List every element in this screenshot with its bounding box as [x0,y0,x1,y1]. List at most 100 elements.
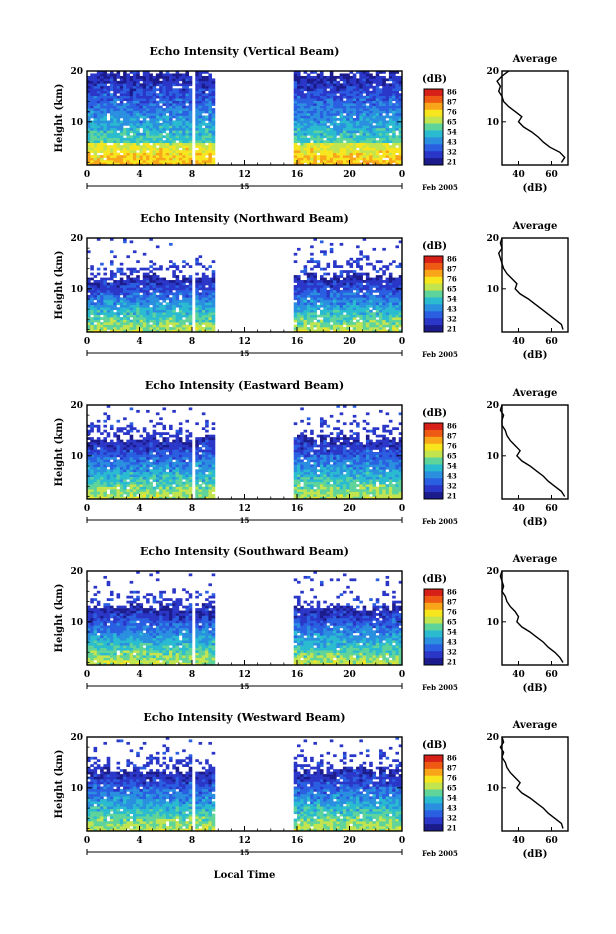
heatmap-cell [202,273,206,276]
heatmap-cell [356,310,360,313]
heatmap-cell [208,138,212,141]
heatmap-cell [97,459,101,462]
heatmap-cell [90,302,94,305]
heatmap-cell [199,103,203,106]
heatmap-cell [143,300,147,303]
heatmap-cell [100,106,104,109]
heatmap-cell [133,300,137,303]
heatmap-cell [123,427,127,430]
heatmap-cell [343,315,347,318]
heatmap-cell [304,265,308,268]
heatmap-cell [304,295,308,298]
heatmap-cell [120,305,124,308]
heatmap-cell [185,302,189,305]
heatmap-cell [149,101,153,104]
heatmap-cell [310,297,314,300]
heatmap-cell [199,153,203,156]
heatmap-cell [300,98,304,101]
heatmap-cell [94,116,98,119]
heatmap-cell [133,116,137,119]
heatmap-cell [136,292,140,295]
heatmap-cell [307,130,311,133]
heatmap-cell [392,73,396,76]
heatmap-cell [97,106,101,109]
heatmap-cell [149,150,153,153]
heatmap-cell [195,73,199,76]
heatmap-cell [330,325,334,328]
heatmap-cell [330,310,334,313]
heatmap-cell [333,101,337,104]
heatmap-cell [310,283,314,286]
heatmap-cell [156,295,160,298]
heatmap-cell [376,93,380,96]
heatmap-cell [110,425,114,428]
heatmap-cell [117,474,121,477]
heatmap-cell [317,101,321,104]
heatmap-cell [153,464,157,467]
heatmap-cell [372,103,376,106]
heatmap-cell [346,106,350,109]
heatmap-cell [126,76,130,79]
heatmap-cell [156,125,160,128]
heatmap-cell [304,86,308,89]
heatmap-cell [185,278,189,281]
heatmap-cell [294,297,298,300]
heatmap-cell [140,158,144,161]
heatmap-cell [143,150,147,153]
heatmap-cell [143,93,147,96]
heatmap-cell [156,320,160,323]
heatmap-cell [100,489,104,492]
heatmap-cell [386,315,390,318]
heatmap-cell [382,273,386,276]
heatmap-cell [382,123,386,126]
date-label: Feb 2005 [422,183,458,192]
heatmap-cell [320,78,324,81]
heatmap-cell [113,160,117,163]
heatmap-cell [202,128,206,131]
heatmap-cell [126,297,130,300]
heatmap-cell [353,101,357,104]
heatmap-cell [172,145,176,148]
heatmap-cell [353,123,357,126]
heatmap-cell [366,106,370,109]
panel-title: Echo Intensity (Eastward Beam) [145,379,344,392]
heatmap-cell [100,108,104,111]
heatmap-cell [195,88,199,91]
heatmap-cell [310,300,314,303]
heatmap-cell [182,297,186,300]
y-tick-label: 10 [70,285,83,295]
heatmap-cell [202,278,206,281]
heatmap-cell [136,101,140,104]
heatmap-cell [120,317,124,320]
heatmap-cell [189,310,193,313]
heatmap-cell [205,103,209,106]
heatmap-cell [117,140,121,143]
heatmap-cell [149,96,153,99]
heatmap-cell [300,158,304,161]
heatmap-cell [330,101,334,104]
heatmap-cell [208,305,212,308]
heatmap-cell [304,93,308,96]
heatmap-cell [94,93,98,96]
heatmap-cell [94,302,98,305]
heatmap-cell [366,135,370,138]
heatmap-cell [330,148,334,151]
heatmap-cell [126,464,130,467]
heatmap-cell [199,280,203,283]
avg-x-tick-label: 60 [545,337,558,347]
heatmap-cell [346,260,350,263]
heatmap-cell [212,285,216,288]
heatmap-cell [149,280,153,283]
heatmap-cell [133,108,137,111]
heatmap-cell [179,287,183,290]
heatmap-cell [130,83,134,86]
heatmap-cell [320,138,324,141]
heatmap-cell [117,292,121,295]
heatmap-cell [156,325,160,328]
heatmap-cell [395,302,399,305]
heatmap-cell [343,81,347,84]
heatmap-cell [310,278,314,281]
heatmap-cell [123,78,127,81]
heatmap-cell [343,283,347,286]
heatmap-cell [297,248,301,251]
